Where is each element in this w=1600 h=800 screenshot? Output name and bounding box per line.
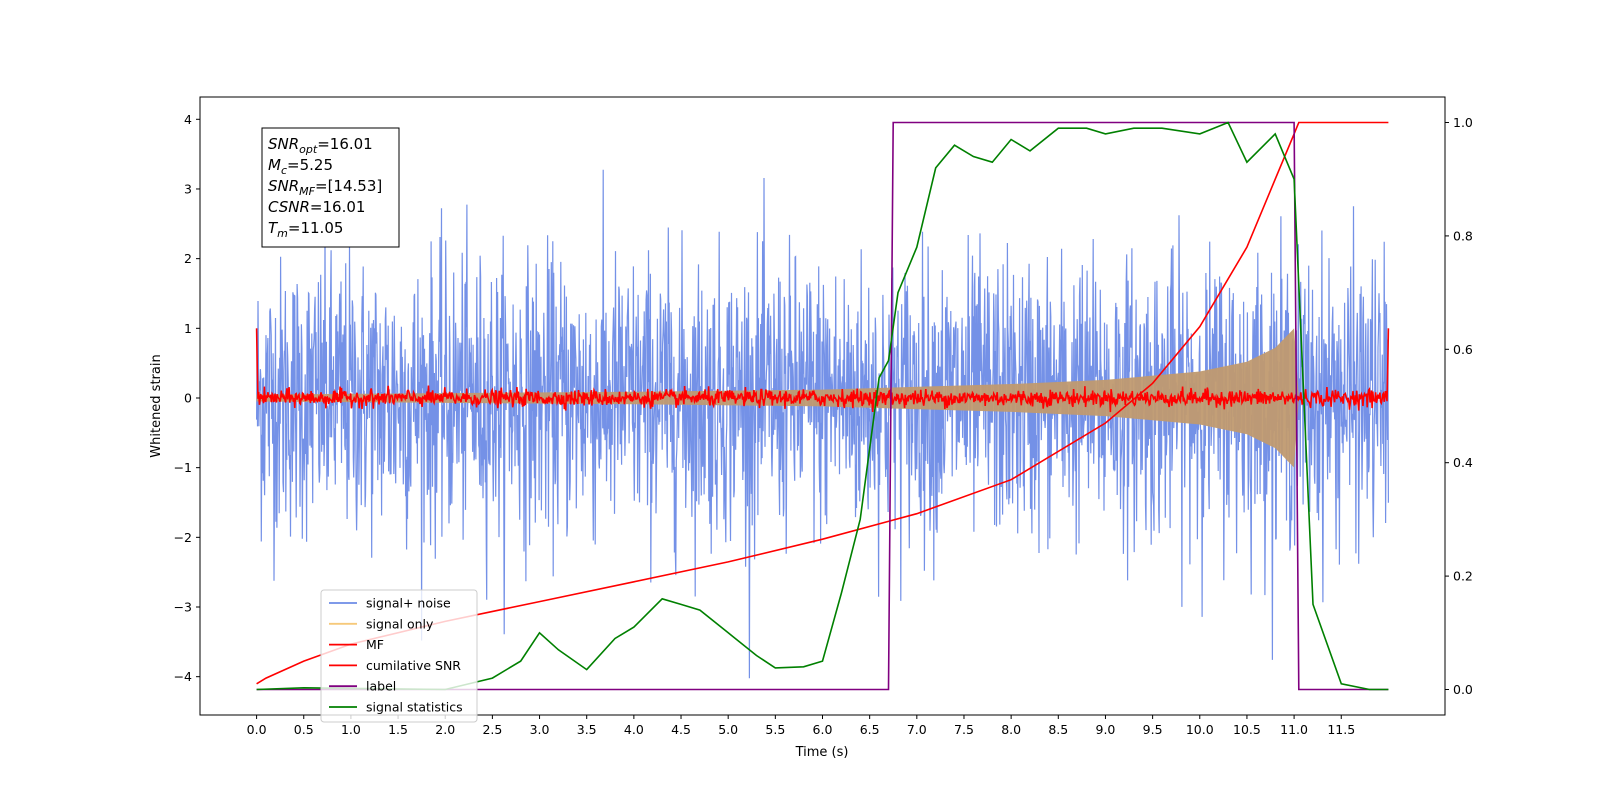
annotation-line: SNRMF=[14.53] [268,177,382,198]
x-tick-label: 2.0 [435,722,455,737]
x-tick-label: 1.5 [388,722,408,737]
x-tick-label: 11.5 [1327,722,1355,737]
x-tick-label: 4.0 [624,722,644,737]
x-tick-label: 0.5 [294,722,314,737]
annotation-line: CSNR=16.01 [268,198,365,216]
x-axis: 0.0 0.5 1.0 1.5 2.0 2.5 3.0 3.5 4.0 4.5 5.0 5.5 6.0 6… [247,715,1355,737]
legend-box [320,589,478,723]
x-tick-label: 0.0 [247,722,267,737]
legend: signal+ noise signal only MF cumilative SNR… [320,589,478,723]
legend-label: signal only [366,616,434,631]
annotation-line: Mc=5.25 [268,156,333,177]
x-tick-label: 10.0 [1186,722,1214,737]
series-mf [255,328,1390,413]
y-tick-label-right: 0.4 [1453,455,1473,470]
annotation-line: SNRopt=16.01 [268,135,373,156]
legend-label: MF [366,637,384,652]
metrics-annotation: SNRopt=16.01Mc=5.25SNRMF=[14.53]CSNR=16.… [261,127,400,248]
y-tick-label-right: 1.0 [1453,115,1473,130]
y-tick-label-right: 0.8 [1453,228,1473,243]
x-tick-label: 5.5 [765,722,785,737]
y-tick-label-left: 1 [184,321,192,336]
y-tick-label-left: −2 [174,530,192,545]
x-tick-label: 1.0 [341,722,361,737]
y-tick-label-left: 0 [184,390,192,405]
x-tick-label: 9.0 [1096,722,1116,737]
x-tick-label: 3.5 [577,722,597,737]
y-tick-label-left: −1 [174,460,192,475]
y-tick-label-left: 4 [184,112,192,127]
legend-label: signal+ noise [366,596,451,611]
x-tick-label: 7.5 [954,722,974,737]
x-tick-label: 2.5 [482,722,502,737]
legend-label: label [366,679,396,694]
annotation-line: Tm=11.05 [268,219,343,240]
y-axis-left: −4 −3 −2 −1 0 1 2 3 4 [174,112,200,684]
series-label [256,121,1389,691]
y-tick-label-left: 3 [184,181,192,196]
x-tick-label: 9.5 [1143,722,1163,737]
x-axis-label: Time (s) [795,745,849,760]
x-tick-label: 10.5 [1233,722,1261,737]
y-tick-label-left: −3 [174,600,192,615]
y-tick-label-right: 0.2 [1453,569,1473,584]
x-tick-label: 6.0 [813,722,833,737]
y-tick-label-right: 0.6 [1453,342,1473,357]
y-axis-label: Whitened strain [149,354,164,457]
legend-label: signal statistics [366,700,463,715]
x-tick-label: 3.0 [530,722,550,737]
y-tick-label-left: 2 [184,251,192,266]
x-tick-label: 8.5 [1048,722,1068,737]
legend-label: cumilative SNR [366,658,461,673]
x-tick-label: 11.0 [1280,722,1308,737]
x-tick-label: 8.0 [1001,722,1021,737]
series-signal-statistics [256,121,1389,691]
x-tick-label: 4.5 [671,722,691,737]
x-tick-label: 6.5 [860,722,880,737]
x-tick-label: 7.0 [907,722,927,737]
annotation-box [261,127,400,248]
y-tick-label-left: −4 [174,669,192,684]
y-axis-right: 0.0 0.2 0.4 0.6 0.8 1.0 [1445,115,1473,697]
x-tick-label: 5.0 [718,722,738,737]
y-tick-label-right: 0.0 [1453,682,1473,697]
